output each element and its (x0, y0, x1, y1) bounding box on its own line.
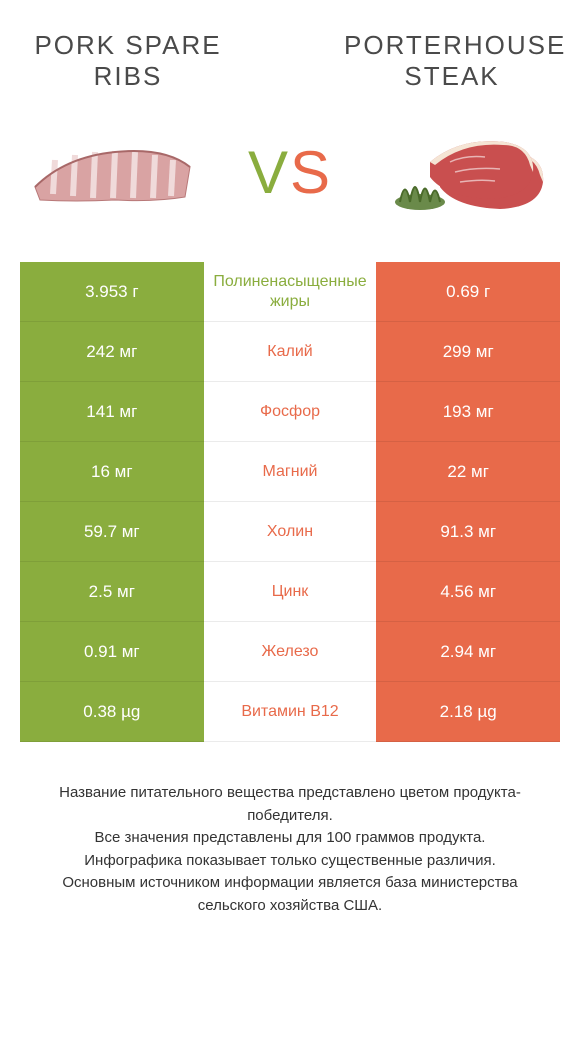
cell-left-value: 16 мг (20, 442, 204, 502)
table-row: 16 мгМагний22 мг (20, 442, 560, 502)
cell-nutrient-label: Магний (204, 442, 377, 502)
steak-icon (385, 117, 555, 227)
cell-nutrient-label: Полиненасыщенные жиры (204, 262, 377, 322)
table-row: 0.91 мгЖелезо2.94 мг (20, 622, 560, 682)
footer-line3: Инфографика показывает только существенн… (30, 850, 550, 873)
table-row: 0.38 µgВитамин B122.18 µg (20, 682, 560, 742)
table-row: 141 мгФосфор193 мг (20, 382, 560, 442)
cell-nutrient-label: Витамин B12 (204, 682, 377, 742)
cell-right-value: 2.94 мг (376, 622, 560, 682)
cell-right-value: 91.3 мг (376, 502, 560, 562)
title-right: PORTERHOUSE STEAK (344, 30, 560, 92)
cell-right-value: 193 мг (376, 382, 560, 442)
ribs-icon (25, 122, 195, 222)
cell-left-value: 59.7 мг (20, 502, 204, 562)
steak-image (380, 112, 560, 232)
footer-line2: Все значения представлены для 100 граммо… (30, 827, 550, 850)
vs-label: VS (248, 138, 332, 207)
titles-row: PORK SPARE RIBS PORTERHOUSE STEAK (20, 30, 560, 92)
cell-right-value: 299 мг (376, 322, 560, 382)
cell-left-value: 0.38 µg (20, 682, 204, 742)
vs-s: S (290, 139, 332, 206)
cell-nutrient-label: Цинк (204, 562, 377, 622)
table-row: 242 мгКалий299 мг (20, 322, 560, 382)
cell-left-value: 0.91 мг (20, 622, 204, 682)
comparison-table: 3.953 гПолиненасыщенные жиры0.69 г242 мг… (20, 262, 560, 742)
cell-right-value: 2.18 µg (376, 682, 560, 742)
footer-line4: Основным источником информации является … (30, 872, 550, 917)
ribs-image (20, 112, 200, 232)
cell-right-value: 22 мг (376, 442, 560, 502)
table-row: 59.7 мгХолин91.3 мг (20, 502, 560, 562)
table-row: 3.953 гПолиненасыщенные жиры0.69 г (20, 262, 560, 322)
title-right-line2: STEAK (404, 61, 499, 91)
cell-right-value: 4.56 мг (376, 562, 560, 622)
cell-left-value: 3.953 г (20, 262, 204, 322)
title-left-line2: RIBS (94, 61, 163, 91)
footer: Название питательного вещества представл… (20, 782, 560, 917)
title-left: PORK SPARE RIBS (20, 30, 236, 92)
cell-left-value: 242 мг (20, 322, 204, 382)
images-row: VS (20, 112, 560, 232)
infographic-container: PORK SPARE RIBS PORTERHOUSE STEAK VS (0, 0, 580, 947)
vs-v: V (248, 139, 290, 206)
cell-nutrient-label: Калий (204, 322, 377, 382)
footer-line1: Название питательного вещества представл… (30, 782, 550, 827)
table-row: 2.5 мгЦинк4.56 мг (20, 562, 560, 622)
cell-right-value: 0.69 г (376, 262, 560, 322)
cell-nutrient-label: Холин (204, 502, 377, 562)
title-left-line1: PORK SPARE (34, 30, 221, 60)
cell-left-value: 2.5 мг (20, 562, 204, 622)
title-right-line1: PORTERHOUSE (344, 30, 566, 60)
cell-nutrient-label: Железо (204, 622, 377, 682)
cell-nutrient-label: Фосфор (204, 382, 377, 442)
cell-left-value: 141 мг (20, 382, 204, 442)
